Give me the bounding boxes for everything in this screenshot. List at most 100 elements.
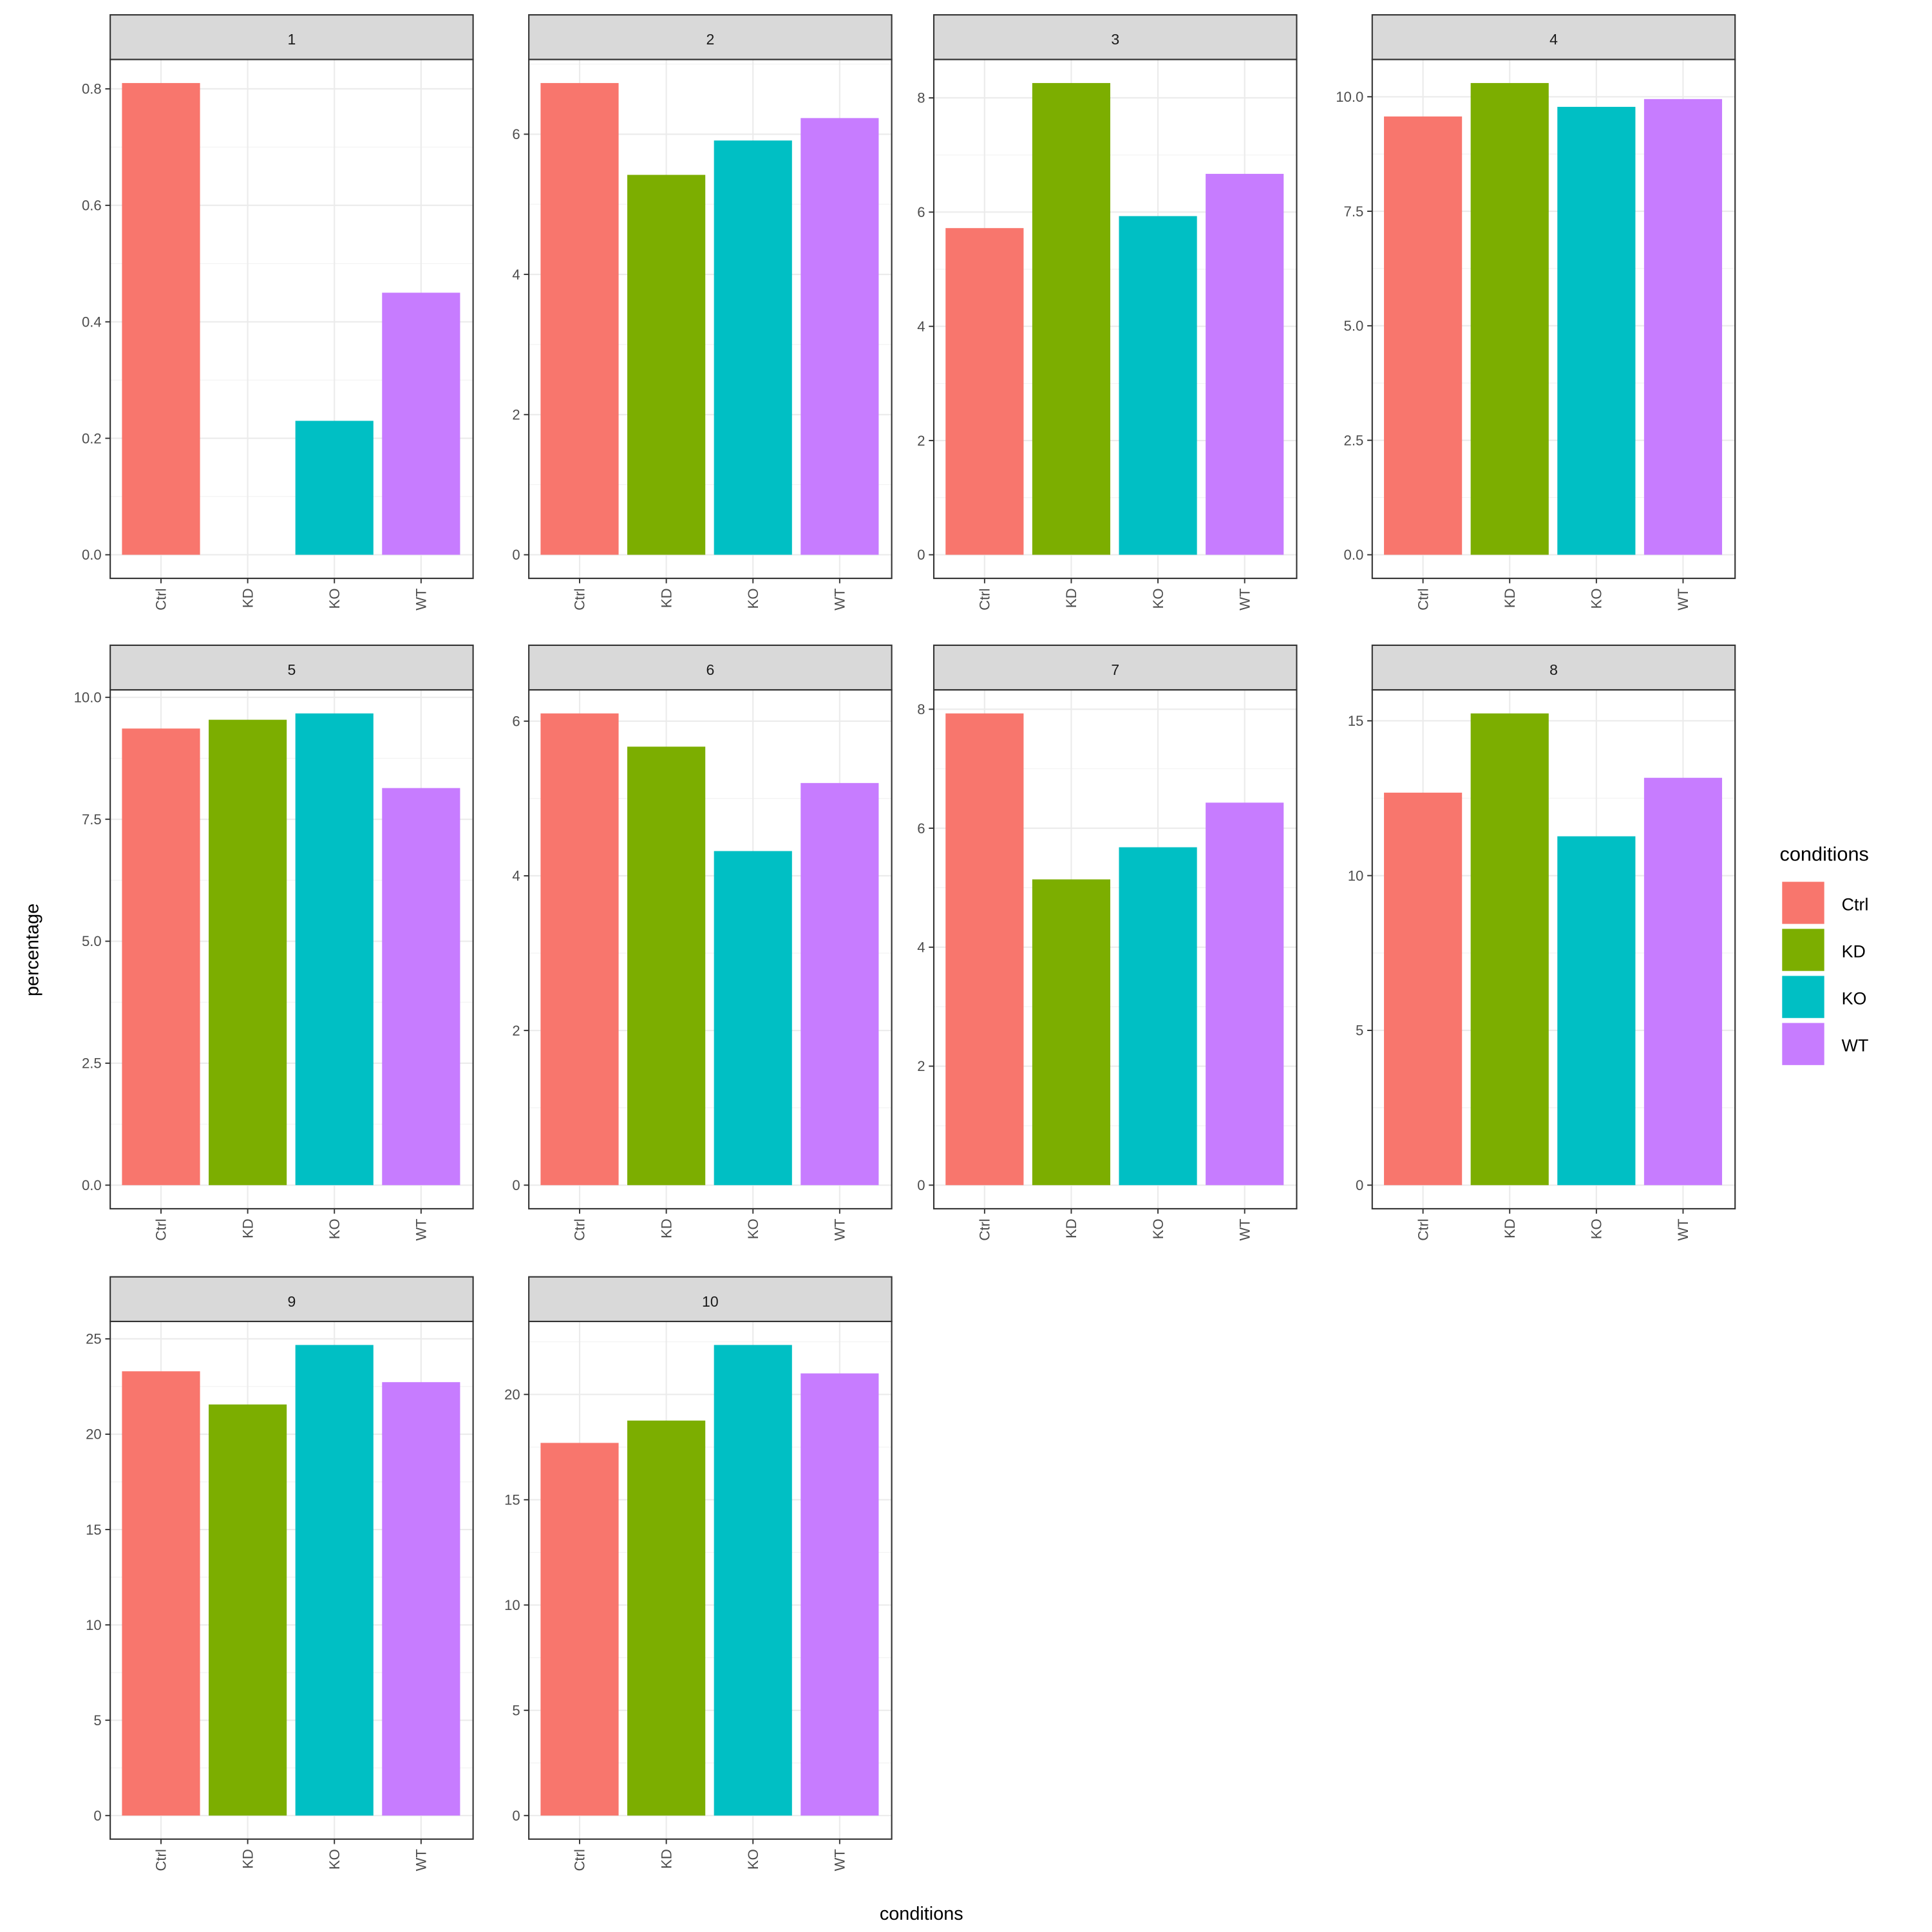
bar-ctrl <box>945 713 1024 1186</box>
bar-kd <box>1032 879 1111 1186</box>
bar-ko <box>714 1345 792 1816</box>
bar-ctrl <box>540 713 619 1186</box>
x-tick-label: WT <box>832 588 848 610</box>
facet-strip <box>109 1276 474 1322</box>
facet-strip <box>933 14 1298 61</box>
facet-panel-8: 0 5 10 15 Ctrl KD KO WT 8 <box>1348 644 1736 1241</box>
bar-kd <box>1470 713 1549 1186</box>
y-tick-label: 0 <box>512 1808 520 1824</box>
bar-wt <box>1643 777 1723 1186</box>
y-tick-label: 0.4 <box>82 314 102 330</box>
facet-strip-label: 8 <box>1549 661 1558 678</box>
y-tick-label: 2 <box>917 1058 925 1074</box>
facet-panel-1: 0.0 0.2 0.4 0.6 0.8 Ctrl KD KO WT 1 <box>82 14 474 611</box>
facet-strip <box>528 1276 893 1322</box>
bar-kd <box>209 1404 287 1816</box>
y-tick-label: 4 <box>917 318 925 334</box>
facet-strip-label: 1 <box>287 31 296 48</box>
facet-strip <box>528 14 893 61</box>
bar-wt <box>1643 99 1723 555</box>
x-tick-label: KD <box>658 1849 674 1869</box>
bar-wt <box>800 118 879 555</box>
x-tick-label: KD <box>1502 588 1518 608</box>
y-tick-label: 5 <box>512 1702 520 1718</box>
legend-key <box>1782 976 1824 1018</box>
facet-strip-label: 9 <box>287 1293 296 1310</box>
legend-key <box>1782 882 1824 924</box>
x-axis-title: conditions <box>880 1904 963 1924</box>
y-tick-label: 10.0 <box>1336 89 1363 105</box>
x-tick-label: WT <box>832 1849 848 1871</box>
bar-ctrl <box>1384 116 1463 555</box>
bar-ko <box>1119 216 1197 555</box>
x-tick-label: WT <box>1675 588 1691 610</box>
y-tick-label: 20 <box>504 1387 520 1403</box>
x-tick-label: KD <box>658 588 674 608</box>
bar-ko <box>714 140 792 555</box>
y-tick-label: 0.8 <box>82 81 102 97</box>
y-tick-label: 2 <box>512 406 520 422</box>
legend-label: Ctrl <box>1842 895 1869 914</box>
y-tick-label: 7.5 <box>1344 204 1364 220</box>
bar-kd <box>1470 82 1549 555</box>
x-tick-label: WT <box>832 1218 848 1240</box>
legend: conditions Ctrl KD KO WT <box>1779 843 1869 1065</box>
facet-strip <box>109 644 474 691</box>
y-tick-label: 5 <box>93 1712 101 1728</box>
y-tick-label: 0.2 <box>82 430 102 446</box>
facet-strip <box>933 644 1298 691</box>
bar-kd <box>627 746 706 1186</box>
facet-panel-9: 0 5 10 15 20 25 Ctrl KD KO WT 9 <box>86 1276 474 1871</box>
x-tick-label: KO <box>1150 1218 1166 1239</box>
x-tick-label: KD <box>1063 588 1079 608</box>
x-tick-label: Ctrl <box>1415 1218 1431 1240</box>
bar-ctrl <box>540 82 619 555</box>
y-tick-label: 4 <box>917 939 925 955</box>
x-tick-label: KO <box>327 1849 343 1870</box>
y-tick-label: 0 <box>917 1177 925 1193</box>
y-tick-label: 25 <box>86 1331 102 1347</box>
bar-ko <box>1557 836 1636 1186</box>
x-tick-label: Ctrl <box>153 1849 169 1871</box>
bar-ko <box>295 1345 374 1816</box>
legend-title: conditions <box>1779 843 1868 866</box>
x-tick-label: Ctrl <box>572 588 588 610</box>
facet-strip-label: 2 <box>706 31 714 48</box>
x-tick-label: KD <box>240 1218 256 1238</box>
y-tick-label: 0 <box>1356 1177 1363 1193</box>
y-tick-label: 0 <box>93 1808 101 1824</box>
y-tick-label: 0.0 <box>82 547 102 563</box>
x-tick-label: KO <box>745 588 761 609</box>
legend-label: WT <box>1842 1036 1869 1056</box>
facet-strip-label: 4 <box>1549 31 1558 48</box>
bar-ctrl <box>122 82 200 555</box>
y-tick-label: 10 <box>86 1617 102 1633</box>
bar-wt <box>382 788 460 1186</box>
y-tick-label: 2.5 <box>1344 432 1364 448</box>
bar-ctrl <box>122 728 200 1186</box>
y-tick-label: 8 <box>917 701 925 717</box>
legend-label: KO <box>1842 989 1867 1009</box>
y-tick-label: 15 <box>86 1522 102 1538</box>
y-tick-label: 15 <box>504 1492 520 1508</box>
facet-panel-6: 0 2 4 6 Ctrl KD KO WT 6 <box>512 644 893 1241</box>
bar-ko <box>295 421 374 555</box>
legend-item-ko: KO <box>1782 976 1866 1018</box>
x-tick-label: KD <box>1063 1218 1079 1238</box>
y-tick-label: 0 <box>512 547 520 563</box>
facet-panel-3: 0 2 4 6 8 Ctrl KD KO WT 3 <box>917 14 1298 611</box>
bar-ctrl <box>945 228 1024 555</box>
x-tick-label: Ctrl <box>153 588 169 610</box>
x-tick-label: KO <box>745 1849 761 1870</box>
x-tick-label: WT <box>413 588 430 610</box>
facet-panel-7: 0 2 4 6 8 Ctrl KD KO WT 7 <box>917 644 1298 1241</box>
y-tick-label: 5.0 <box>82 933 102 949</box>
y-tick-label: 6 <box>917 820 925 837</box>
y-tick-label: 10 <box>1348 867 1364 884</box>
x-tick-label: KD <box>1502 1218 1518 1238</box>
bar-kd <box>627 1420 706 1816</box>
facet-panel-5: 0.0 2.5 5.0 7.5 10.0 Ctrl KD KO WT 5 <box>74 644 474 1241</box>
y-tick-label: 6 <box>917 204 925 220</box>
facet-strip-label: 7 <box>1111 661 1119 678</box>
